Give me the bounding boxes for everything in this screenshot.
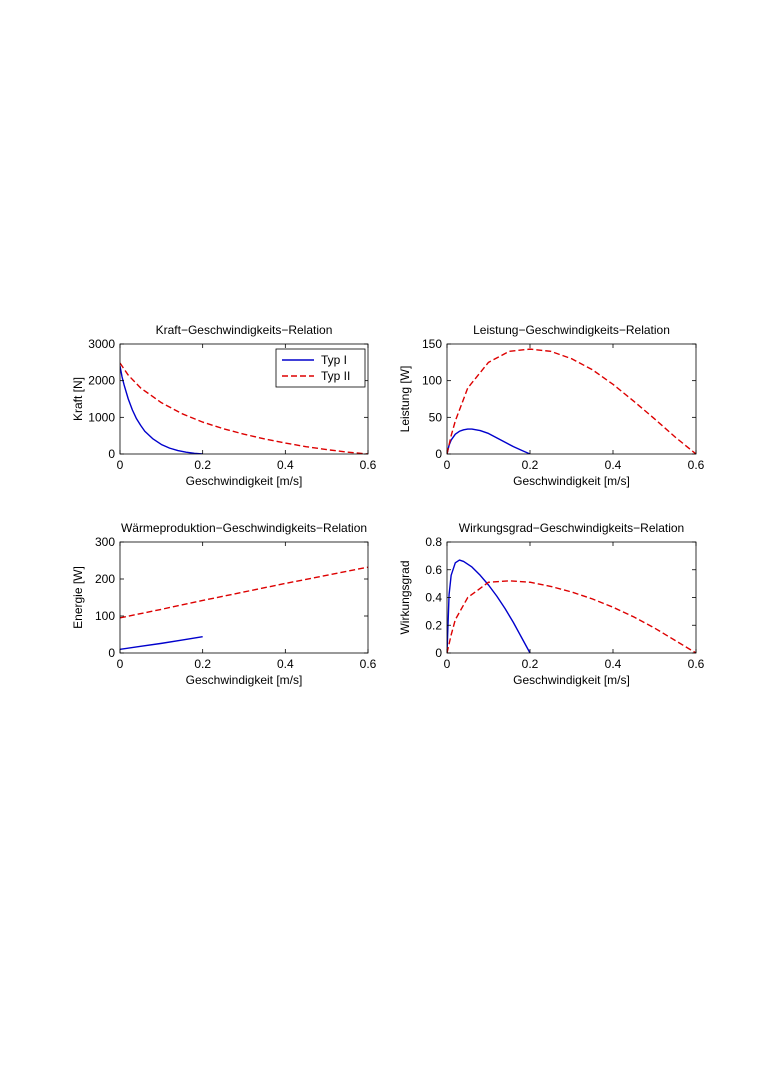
series-line-typ-i [447,559,531,653]
x-tick-label: 0 [444,458,451,472]
chart-panel-3: Wärmeproduktion−Geschwindigkeits−Relatio… [71,521,377,687]
y-tick-label: 200 [95,572,115,586]
x-tick-label: 0.2 [522,657,539,671]
x-tick-label: 0.2 [194,458,211,472]
plot-frame [119,541,369,654]
plot-frame [446,343,697,455]
y-tick-label: 0 [108,447,115,461]
series-line-typ-ii [447,580,696,653]
y-tick-label: 1000 [88,410,115,424]
y-tick-label: 0.2 [425,618,442,632]
legend-label-typ-i: Typ I [321,353,347,367]
y-axis-label: Wirkungsgrad [398,560,412,634]
x-tick-label: 0.6 [360,657,377,671]
x-tick-label: 0.4 [605,657,622,671]
y-tick-label: 0.6 [425,563,442,577]
y-tick-label: 0 [108,646,115,660]
y-axis-label: Energie [W] [71,566,85,629]
x-tick-label: 0.6 [688,458,705,472]
y-tick-label: 100 [422,374,442,388]
chart-panel-1: Kraft−Geschwindigkeits−Relation 0 0.2 0.4 0.… [71,323,377,488]
x-tick-label: 0 [117,458,124,472]
chart-title: Leistung−Geschwindigkeits−Relation [473,323,670,337]
y-tick-label: 0.4 [425,591,442,605]
x-tick-label: 0.4 [605,458,622,472]
y-tick-label: 100 [95,609,115,623]
series-line-typ-ii [447,348,696,454]
y-tick-label: 150 [422,337,442,351]
series-line-typ-i [120,365,203,454]
series-line-typ-i [120,636,203,650]
y-tick-label: 0 [435,447,442,461]
y-tick-label: 300 [95,535,115,549]
series-line-typ-ii [120,566,368,619]
x-tick-label: 0.2 [522,458,539,472]
x-axis-label: Geschwindigkeit [m/s] [513,474,630,488]
y-tick-label: 0 [435,646,442,660]
legend: Typ I Typ II [275,348,366,388]
y-axis-label: Kraft [N] [71,377,85,421]
plot-frame [119,343,369,455]
y-tick-label: 0.8 [425,535,442,549]
chart-title: Wirkungsgrad−Geschwindigkeits−Relation [459,521,684,535]
x-axis-label: Geschwindigkeit [m/s] [513,673,630,687]
y-axis-label: Leistung [W] [398,366,412,433]
x-tick-label: 0.6 [360,458,377,472]
y-tick-label: 2000 [88,374,115,388]
x-tick-label: 0 [117,657,124,671]
x-tick-label: 0.4 [277,458,294,472]
x-tick-label: 0.6 [688,657,705,671]
x-tick-label: 0.4 [277,657,294,671]
plot-frame [446,541,697,654]
series-line-typ-ii [120,362,368,454]
x-axis-label: Geschwindigkeit [m/s] [186,474,303,488]
legend-label-typ-ii: Typ II [321,369,350,383]
y-tick-label: 50 [429,410,443,424]
legend-box [275,348,366,388]
x-axis-label: Geschwindigkeit [m/s] [186,673,303,687]
series-line-typ-i [447,428,531,454]
y-tick-label: 3000 [88,337,115,351]
chart-title: Kraft−Geschwindigkeits−Relation [156,323,333,337]
x-tick-label: 0 [444,657,451,671]
chart-title: Wärmeproduktion−Geschwindigkeits−Relatio… [121,521,367,535]
x-tick-label: 0.2 [194,657,211,671]
chart-panel-2: Leistung−Geschwindigkeits−Relation 0 0.2 0.… [398,323,705,488]
